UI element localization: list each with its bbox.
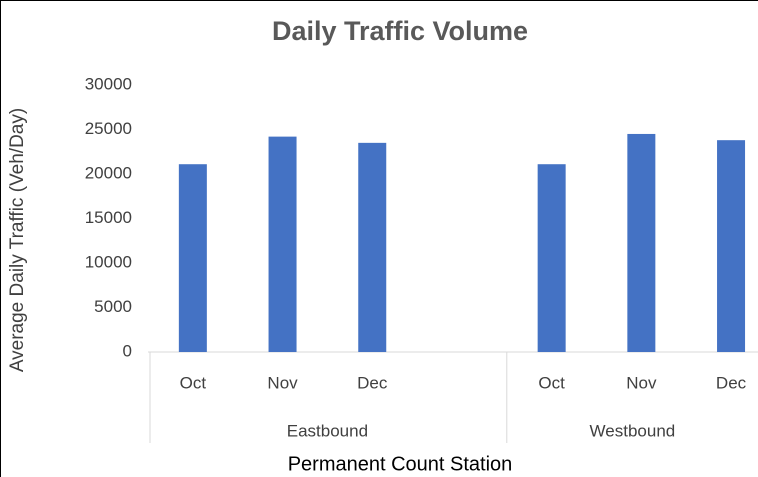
x-tick-label: Dec <box>716 373 747 392</box>
y-tick-label: 0 <box>123 341 132 360</box>
group-label: Eastbound <box>287 421 368 440</box>
bar <box>178 164 207 352</box>
x-tick-label: Nov <box>626 373 657 392</box>
x-axis-title: Permanent Count Station <box>288 453 513 475</box>
bar <box>537 164 566 352</box>
chart-title: Daily Traffic Volume <box>272 16 528 46</box>
y-tick-label: 20000 <box>85 163 132 182</box>
x-tick-label: Dec <box>357 373 388 392</box>
y-tick-label: 10000 <box>85 252 132 271</box>
x-tick-label: Oct <box>180 373 207 392</box>
x-tick-label: Oct <box>538 373 565 392</box>
group-label: Westbound <box>590 421 676 440</box>
bar <box>717 140 746 352</box>
bar <box>268 136 297 352</box>
x-tick-label: Nov <box>267 373 298 392</box>
bar <box>358 142 387 352</box>
y-axis-title: Average Daily Traffic (Veh/Day) <box>7 108 28 372</box>
y-tick-label: 25000 <box>85 119 132 138</box>
y-tick-label: 5000 <box>94 297 132 316</box>
y-tick-label: 30000 <box>85 74 132 93</box>
bar <box>627 133 656 352</box>
y-tick-label: 15000 <box>85 208 132 227</box>
